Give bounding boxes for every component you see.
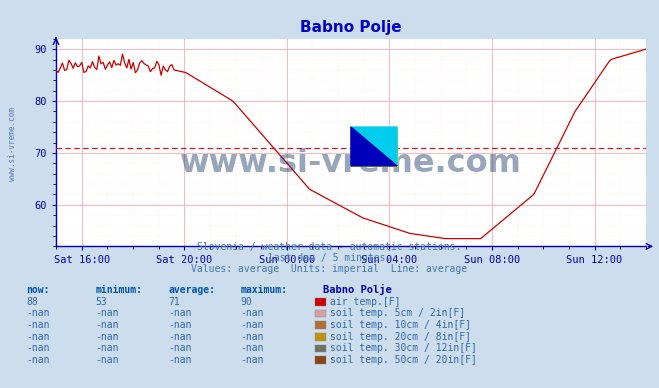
Text: -nan: -nan <box>26 331 50 341</box>
Text: -nan: -nan <box>168 343 192 353</box>
Text: -nan: -nan <box>168 331 192 341</box>
Text: 71: 71 <box>168 296 180 307</box>
Text: -nan: -nan <box>96 308 119 318</box>
Text: -nan: -nan <box>26 343 50 353</box>
Text: soil temp. 30cm / 12in[F]: soil temp. 30cm / 12in[F] <box>330 343 476 353</box>
Text: now:: now: <box>26 285 50 295</box>
Text: Babno Polje: Babno Polje <box>323 284 391 295</box>
Text: -nan: -nan <box>168 308 192 318</box>
Text: soil temp. 10cm / 4in[F]: soil temp. 10cm / 4in[F] <box>330 320 471 330</box>
Text: -nan: -nan <box>96 320 119 330</box>
Text: soil temp. 5cm / 2in[F]: soil temp. 5cm / 2in[F] <box>330 308 465 318</box>
Text: -nan: -nan <box>241 331 264 341</box>
Text: minimum:: minimum: <box>96 285 142 295</box>
Text: -nan: -nan <box>96 355 119 365</box>
Title: Babno Polje: Babno Polje <box>300 20 402 35</box>
Text: www.si-vreme.com: www.si-vreme.com <box>8 107 17 180</box>
Text: last day / 5 minutes.: last day / 5 minutes. <box>268 253 391 263</box>
Text: Slovenia / weather data - automatic stations.: Slovenia / weather data - automatic stat… <box>197 242 462 252</box>
Text: air temp.[F]: air temp.[F] <box>330 296 400 307</box>
Text: -nan: -nan <box>241 320 264 330</box>
Text: -nan: -nan <box>168 355 192 365</box>
Polygon shape <box>351 127 397 166</box>
Text: 88: 88 <box>26 296 38 307</box>
Text: -nan: -nan <box>26 355 50 365</box>
Text: soil temp. 50cm / 20in[F]: soil temp. 50cm / 20in[F] <box>330 355 476 365</box>
Text: -nan: -nan <box>96 331 119 341</box>
Text: 53: 53 <box>96 296 107 307</box>
Text: -nan: -nan <box>26 308 50 318</box>
Text: average:: average: <box>168 285 215 295</box>
Text: www.si-vreme.com: www.si-vreme.com <box>180 148 522 179</box>
Text: 90: 90 <box>241 296 252 307</box>
Text: Values: average  Units: imperial  Line: average: Values: average Units: imperial Line: av… <box>191 264 468 274</box>
Text: -nan: -nan <box>168 320 192 330</box>
Bar <box>351 127 397 166</box>
Text: maximum:: maximum: <box>241 285 287 295</box>
Text: -nan: -nan <box>96 343 119 353</box>
Polygon shape <box>351 127 397 166</box>
Text: -nan: -nan <box>241 343 264 353</box>
Text: -nan: -nan <box>241 355 264 365</box>
Text: -nan: -nan <box>241 308 264 318</box>
Text: -nan: -nan <box>26 320 50 330</box>
Text: soil temp. 20cm / 8in[F]: soil temp. 20cm / 8in[F] <box>330 331 471 341</box>
